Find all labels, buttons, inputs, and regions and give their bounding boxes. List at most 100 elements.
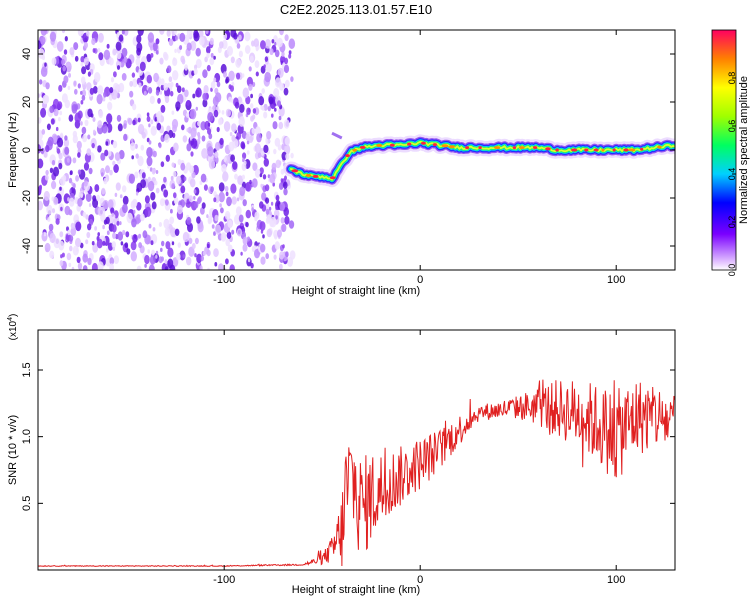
noise-speck (175, 35, 178, 41)
noise-speck (111, 212, 114, 217)
noise-speck (92, 243, 99, 253)
ridge-peak (345, 154, 350, 158)
noise-speck (118, 149, 125, 160)
noise-speck (151, 168, 156, 175)
noise-speck (283, 119, 290, 129)
noise-speck (84, 119, 89, 127)
noise-speck (101, 187, 106, 195)
noise-speck (275, 205, 278, 210)
noise-speck (69, 245, 73, 252)
noise-speck (112, 140, 118, 149)
noise-speck (210, 87, 213, 92)
noise-speck (136, 34, 142, 44)
noise-speck (137, 30, 144, 36)
noise-speck (242, 87, 249, 99)
noise-speck (66, 252, 72, 261)
noise-speck (56, 41, 64, 52)
noise-speck (70, 227, 77, 236)
noise-speck (77, 198, 83, 207)
noise-speck (148, 87, 153, 94)
noise-speck (232, 161, 238, 170)
noise-speck (64, 36, 68, 42)
noise-speck (45, 145, 50, 153)
noise-speck (206, 52, 210, 59)
noise-speck (45, 82, 50, 90)
noise-speck (132, 103, 137, 111)
noise-speck (169, 216, 175, 225)
bottom-x-axis-label: Height of straight line (km) (292, 584, 420, 596)
noise-speck (241, 142, 246, 150)
noise-speck (110, 207, 115, 215)
noise-speck (202, 99, 208, 108)
ridge-peak (657, 145, 662, 149)
noise-speck (58, 240, 65, 251)
noise-speck (97, 120, 103, 129)
noise-speck (136, 47, 142, 56)
noise-speck (172, 57, 178, 67)
noise-speck (194, 64, 198, 70)
bottom-plot-frame (37, 329, 676, 571)
noise-speck (264, 71, 272, 83)
noise-speck (139, 61, 146, 72)
noise-speck (218, 263, 224, 270)
noise-speck (157, 97, 161, 104)
noise-speck (136, 265, 142, 270)
noise-speck (269, 48, 274, 56)
noise-speck (122, 195, 129, 205)
noise-speck (195, 87, 202, 98)
noise-speck (274, 77, 282, 88)
noise-speck (275, 194, 280, 201)
noise-speck (196, 138, 201, 145)
ridge-peak (584, 148, 589, 152)
noise-speck (136, 202, 142, 211)
noise-speck (86, 231, 91, 239)
noise-speck (45, 169, 49, 176)
noise-speck (94, 226, 97, 231)
noise-speck (68, 114, 74, 122)
noise-speck (134, 143, 138, 149)
noise-speck (230, 85, 234, 92)
noise-speck (235, 206, 242, 216)
noise-speck (166, 30, 171, 37)
noise-speck (38, 200, 43, 211)
noise-speck (43, 190, 50, 201)
y-tick-label: 20 (21, 96, 33, 108)
noise-speck (222, 171, 229, 182)
noise-speck (285, 153, 290, 161)
noise-speck (164, 266, 169, 270)
noise-speck (121, 73, 127, 81)
noise-speck (206, 243, 210, 249)
noise-speck (247, 258, 251, 263)
noise-speck (213, 231, 216, 236)
noise-speck (122, 229, 126, 236)
noise-speck (228, 96, 232, 103)
noise-speck (272, 121, 278, 130)
bottom-x-axis: -100 0 100 (213, 330, 625, 586)
noise-speck (231, 123, 237, 133)
noise-speck (151, 249, 156, 256)
noise-speck (94, 72, 101, 83)
snr-series-line (38, 379, 675, 568)
noise-speck (80, 90, 83, 95)
snr-panel: -100 0 100 0.5 1.0 1.5 Height of straight li… (7, 314, 676, 596)
noise-speck (109, 87, 114, 94)
noise-speck (176, 175, 182, 185)
noise-speck (130, 251, 137, 262)
noise-speck (193, 31, 200, 42)
noise-speck (59, 176, 66, 186)
noise-speck (281, 51, 285, 57)
noise-speck (49, 31, 57, 42)
noise-speck (212, 96, 219, 106)
noise-speck (86, 30, 90, 37)
noise-speck (280, 168, 285, 175)
noise-speck (243, 160, 247, 166)
noise-speck (148, 223, 152, 229)
noise-speck (40, 30, 47, 36)
noise-speck (112, 232, 117, 239)
noise-speck (220, 232, 227, 242)
noise-speck (283, 207, 290, 217)
noise-speck (155, 250, 159, 255)
noise-speck (171, 183, 175, 190)
noise-speck (174, 228, 180, 236)
noise-speck (144, 195, 150, 204)
